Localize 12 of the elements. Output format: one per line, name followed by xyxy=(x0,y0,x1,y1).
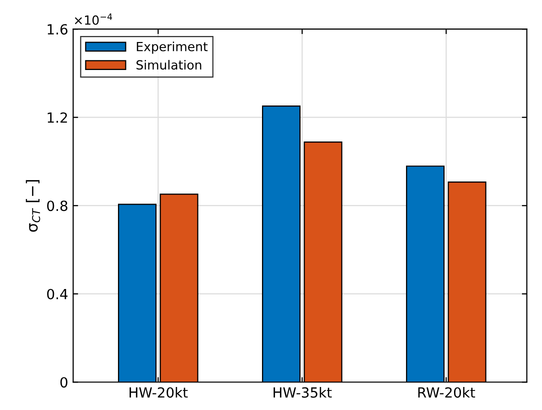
x-tick-label: HW-35kt xyxy=(274,386,332,398)
y-tick-label: 0 xyxy=(60,377,68,388)
legend-label: Simulation xyxy=(136,60,202,70)
legend-label: Experiment xyxy=(136,42,208,54)
x-tick-label: RW-20kt xyxy=(418,386,476,398)
y-axis-title: σ$_{CT}$ [−] xyxy=(26,180,40,232)
y-tick-label: 1.2 xyxy=(48,112,67,123)
y-tick-label: 0.8 xyxy=(47,200,68,212)
text: ×10$^{−4}$ xyxy=(74,13,112,25)
y-tick-label: 0.4 xyxy=(47,288,68,300)
x-tick-label: HW-20kt xyxy=(130,386,188,398)
y-tick-label: 1.6 xyxy=(48,24,68,35)
